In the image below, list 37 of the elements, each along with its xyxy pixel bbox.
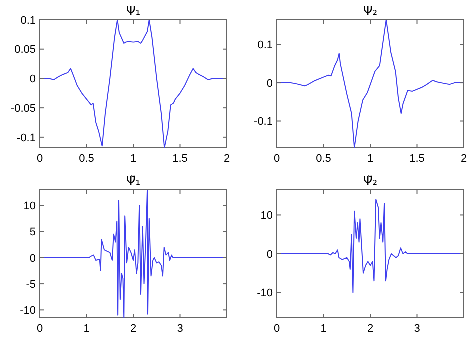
y-tick-label: -5 [26, 278, 36, 291]
chart-title: Ψ₁ [126, 4, 141, 18]
line-series [40, 190, 227, 318]
y-tick-label: -0.05 [10, 102, 36, 115]
x-tick-label: 1 [367, 153, 374, 165]
chart-title: Ψ̃₂ [363, 174, 378, 188]
x-tick-label: 1 [320, 323, 327, 335]
y-tick-label: 10 [24, 200, 36, 213]
y-tick-label: 0 [30, 74, 36, 86]
y-tick-label: 5 [30, 226, 36, 239]
y-tick-label: 0.1 [20, 14, 36, 27]
x-tick-label: 2 [130, 323, 137, 335]
x-tick-label: 0.5 [316, 153, 332, 165]
line-series [277, 20, 464, 148]
x-tick-label: 2 [224, 153, 230, 165]
x-tick-label: 2 [367, 323, 374, 335]
y-tick-label: 10 [260, 210, 273, 222]
y-tick-label: -10 [257, 288, 273, 300]
y-tick-label: 0 [30, 252, 36, 265]
x-tick-label: 1.5 [410, 153, 425, 165]
chart-title: Ψ₂ [363, 4, 378, 18]
y-tick-label: 0.05 [14, 44, 36, 56]
y-tick-label: 0 [266, 248, 273, 261]
y-tick-label: -0.1 [17, 132, 36, 144]
y-tick-label: 0.1 [258, 40, 273, 52]
x-tick-label: 1 [130, 153, 137, 165]
line-series [40, 20, 227, 148]
x-tick-label: 3 [414, 323, 420, 335]
chart-title: Ψ̃₁ [126, 174, 141, 188]
x-tick-label: 1 [84, 323, 90, 335]
x-tick-label: 3 [177, 323, 184, 335]
y-tick-label: -0.1 [254, 116, 273, 128]
y-tick-label: 0 [266, 78, 273, 90]
x-tick-label: 0.5 [79, 153, 94, 165]
x-tick-label: 2 [460, 153, 468, 165]
x-tick-label: 1.5 [172, 153, 188, 165]
y-tick-label: -10 [20, 305, 36, 318]
